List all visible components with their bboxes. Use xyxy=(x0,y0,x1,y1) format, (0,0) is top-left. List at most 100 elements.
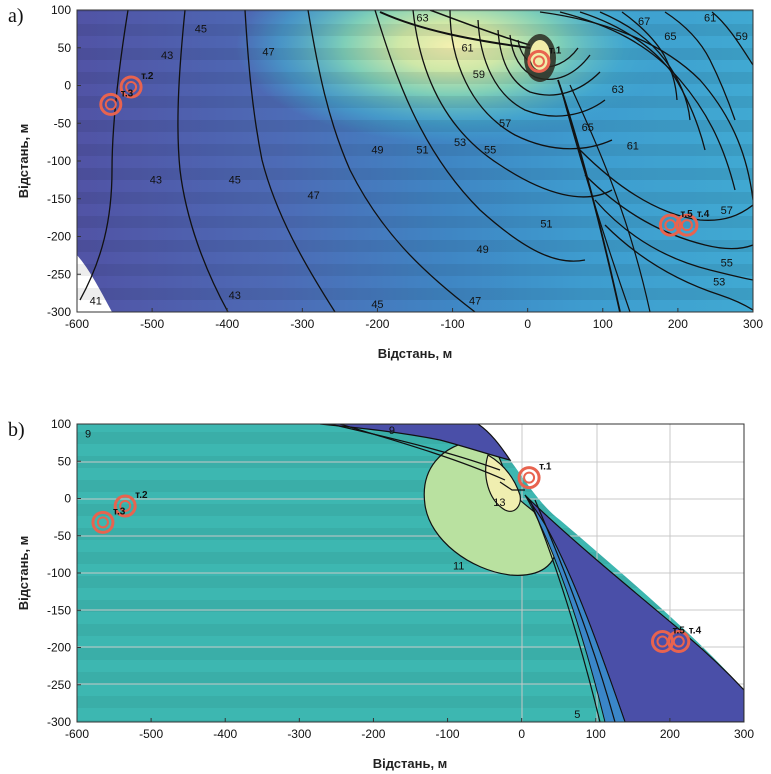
axis-ticks-a: -600 -500 -400 -300 -200 -100 0 100 200 300 100 50 0… xyxy=(47,3,763,331)
contour-value-label: 63 xyxy=(612,84,624,96)
measurement-points-b: т.1 т.2 т.3 т.4 т.5 xyxy=(91,462,702,654)
point-outer-ring xyxy=(675,213,699,237)
contour-value-label: 53 xyxy=(454,137,466,149)
measurement-point-marker: т.5 xyxy=(658,209,693,237)
measurement-point-marker: т.2 xyxy=(113,490,148,518)
y-tick-label: -50 xyxy=(54,529,72,543)
x-tick-label: -300 xyxy=(290,317,314,331)
y-tick-label: 100 xyxy=(51,417,71,431)
panel-b-contour-plot: b) xyxy=(8,417,754,771)
x-axis-label-b: Відстань, м xyxy=(373,756,448,771)
panel-b-label: b) xyxy=(8,419,25,441)
y-tick-label: -150 xyxy=(47,603,71,617)
point-outer-ring xyxy=(527,49,551,73)
contour-value-label: 61 xyxy=(704,12,716,24)
contour-value-label: 47 xyxy=(262,46,274,58)
y-tick-label: -200 xyxy=(47,230,71,244)
y-tick-label: -300 xyxy=(47,305,71,319)
point-inner-ring xyxy=(96,516,109,529)
point-outer-ring xyxy=(119,75,143,99)
measurement-point-marker: т.2 xyxy=(119,71,154,99)
point-inner-ring xyxy=(664,219,677,232)
contour-value-label: 13 xyxy=(493,497,505,509)
x-tick-label: -100 xyxy=(436,727,460,741)
point-inner-ring xyxy=(680,219,693,232)
x-tick-label: 100 xyxy=(586,727,606,741)
contour-value-label: 11 xyxy=(453,560,464,572)
contour-value-label: 45 xyxy=(229,175,241,187)
contour-value-label: 49 xyxy=(476,244,488,256)
x-tick-label: -600 xyxy=(65,317,89,331)
contour-value-label: 51 xyxy=(540,218,552,230)
point-outer-ring xyxy=(658,213,682,237)
contour-value-label: 43 xyxy=(161,50,173,62)
contour-value-label: 41 xyxy=(90,295,102,307)
y-tick-label: -100 xyxy=(47,154,71,168)
point-outer-ring xyxy=(650,630,674,654)
point-label: т.4 xyxy=(689,626,702,637)
contour-value-label: 55 xyxy=(484,144,496,156)
x-tick-label: -600 xyxy=(65,727,89,741)
point-label: т.1 xyxy=(549,45,562,56)
point-label: т.3 xyxy=(121,88,134,99)
x-tick-label: 200 xyxy=(668,317,688,331)
x-tick-label: 300 xyxy=(734,727,754,741)
x-tick-label: -100 xyxy=(441,317,465,331)
point-outer-ring xyxy=(517,466,541,490)
measurement-points-a: т.1 т.2 т.3 т.4 т.5 xyxy=(99,45,710,237)
point-inner-ring xyxy=(532,55,545,68)
contour-value-label: 55 xyxy=(721,258,733,270)
point-label: т.2 xyxy=(135,490,148,501)
x-tick-label: -500 xyxy=(140,317,164,331)
point-label: т.4 xyxy=(697,209,710,220)
y-tick-label: 0 xyxy=(64,79,71,93)
contour-value-label: 59 xyxy=(473,69,485,81)
y-tick-label: -250 xyxy=(47,267,71,281)
contour-value-label: 53 xyxy=(713,277,725,289)
contour-value-label: 63 xyxy=(416,12,428,24)
x-tick-label: 0 xyxy=(518,727,525,741)
point-outer-ring xyxy=(91,510,115,534)
point-inner-ring xyxy=(656,635,669,648)
y-tick-label: -100 xyxy=(47,566,71,580)
contour-value-label: 59 xyxy=(736,31,748,43)
panel-a-contour-plot: a) xyxy=(8,3,763,361)
contour-value-label: 9 xyxy=(389,425,395,437)
x-tick-label: 200 xyxy=(660,727,680,741)
measurement-point-marker: т.1 xyxy=(527,45,562,73)
contour-value-label: 47 xyxy=(469,295,481,307)
measurement-point-marker: т.1 xyxy=(517,462,552,490)
y-tick-label: -250 xyxy=(47,678,71,692)
y-tick-label: -200 xyxy=(47,641,71,655)
x-tick-label: 0 xyxy=(524,317,531,331)
axis-ticks-b: -600 -500 -400 -300 -200 -100 0 100 200 300 100 50 0… xyxy=(47,417,754,741)
contour-value-label: 51 xyxy=(416,144,428,156)
contour-value-labels-b: 9 9 11 13 5 xyxy=(85,425,580,721)
contour-value-label: 45 xyxy=(371,299,383,311)
x-tick-label: -500 xyxy=(139,727,163,741)
contour-value-label: 57 xyxy=(499,118,511,130)
contour-value-labels-a: 43 45 47 43 45 47 49 51 53 55 57 59 61 63 49 47 45 43 41 51… xyxy=(90,12,748,311)
y-tick-label: 0 xyxy=(64,492,71,506)
measurement-point-marker: т.3 xyxy=(91,506,126,534)
contour-value-label: 61 xyxy=(627,141,639,153)
point-label: т.2 xyxy=(141,71,154,82)
y-tick-label: -300 xyxy=(47,715,71,729)
measurement-point-marker: т.5 xyxy=(650,626,685,654)
x-tick-label: -200 xyxy=(365,317,389,331)
x-tick-label: 300 xyxy=(743,317,763,331)
x-axis-label-a: Відстань, м xyxy=(378,346,453,361)
point-outer-ring xyxy=(99,92,123,116)
contour-value-label: 65 xyxy=(582,122,594,134)
contour-value-label: 65 xyxy=(664,31,676,43)
point-inner-ring xyxy=(523,471,536,484)
point-inner-ring xyxy=(104,98,117,111)
contour-value-label: 43 xyxy=(150,175,162,187)
point-outer-ring xyxy=(113,494,137,518)
contour-value-label: 61 xyxy=(461,43,473,55)
point-label: т.3 xyxy=(113,506,126,517)
measurement-point-marker: т.4 xyxy=(675,209,710,237)
x-tick-label: -400 xyxy=(213,727,237,741)
contour-value-label: 5 xyxy=(574,709,580,721)
y-tick-label: 100 xyxy=(51,3,71,17)
